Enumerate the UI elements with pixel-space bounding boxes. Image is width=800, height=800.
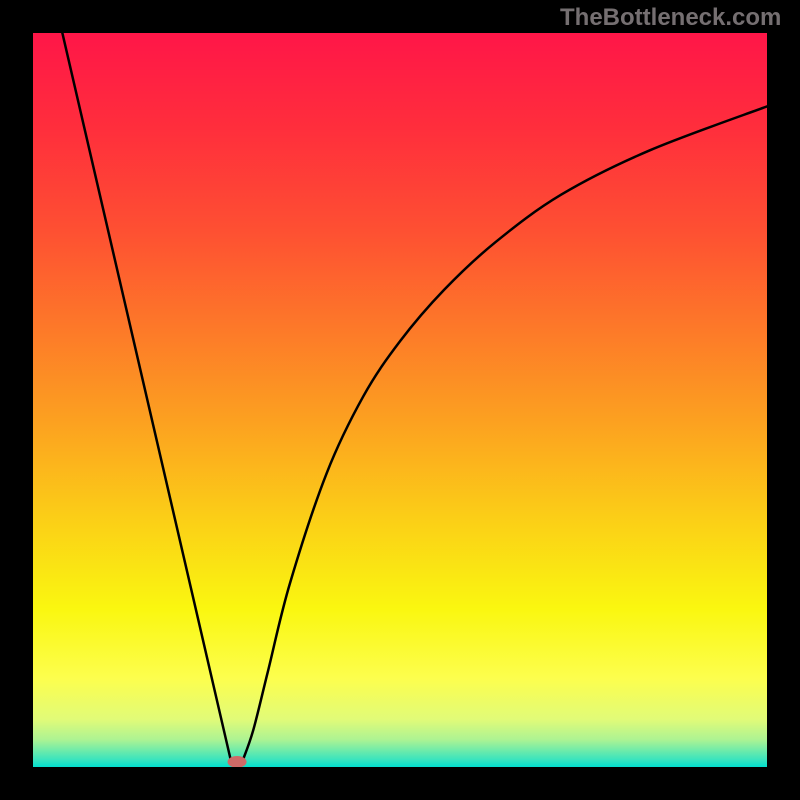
- plot-area: [33, 33, 767, 767]
- bottleneck-curve: [33, 33, 767, 767]
- credit-text: TheBottleneck.com: [560, 4, 781, 32]
